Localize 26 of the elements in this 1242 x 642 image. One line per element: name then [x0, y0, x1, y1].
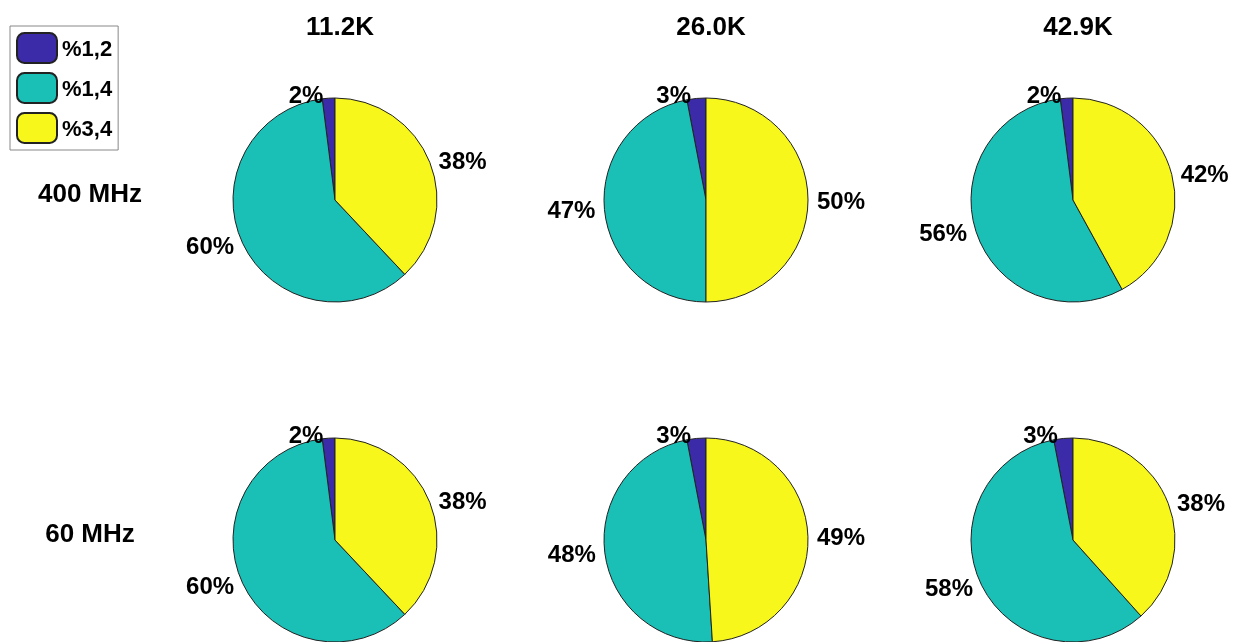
- chart-title: 26.0K: [676, 11, 746, 41]
- data-label: 2%: [288, 420, 324, 448]
- data-label: 38%: [438, 147, 487, 175]
- data-label: 3%: [1023, 420, 1058, 448]
- text: 400 MHz: [37, 178, 143, 208]
- legend-label: %3,4: [62, 115, 113, 141]
- data-label: 3%: [656, 420, 692, 448]
- data-label: 60%: [186, 571, 235, 599]
- text: 60 MHz: [45, 518, 135, 548]
- data-label: 58%: [924, 573, 974, 601]
- data-label: 60%: [186, 231, 235, 259]
- data-label: 38%: [1177, 488, 1226, 516]
- legend-label: %1,4: [62, 75, 113, 101]
- legend-label: %1,2: [62, 35, 113, 61]
- data-label: 49%: [816, 523, 865, 551]
- data-label: 47%: [547, 196, 596, 224]
- data-label: 2%: [288, 80, 324, 108]
- data-label: 50%: [817, 186, 866, 214]
- data-label: 38%: [438, 487, 487, 515]
- chart-title: 11.2K: [306, 11, 375, 41]
- data-label: 2%: [1026, 80, 1062, 108]
- chart-title: 42.9K: [1043, 11, 1113, 41]
- data-label: 56%: [919, 219, 968, 247]
- data-label: 3%: [656, 80, 692, 108]
- data-label: 42%: [1180, 160, 1229, 188]
- data-label: 48%: [547, 539, 596, 567]
